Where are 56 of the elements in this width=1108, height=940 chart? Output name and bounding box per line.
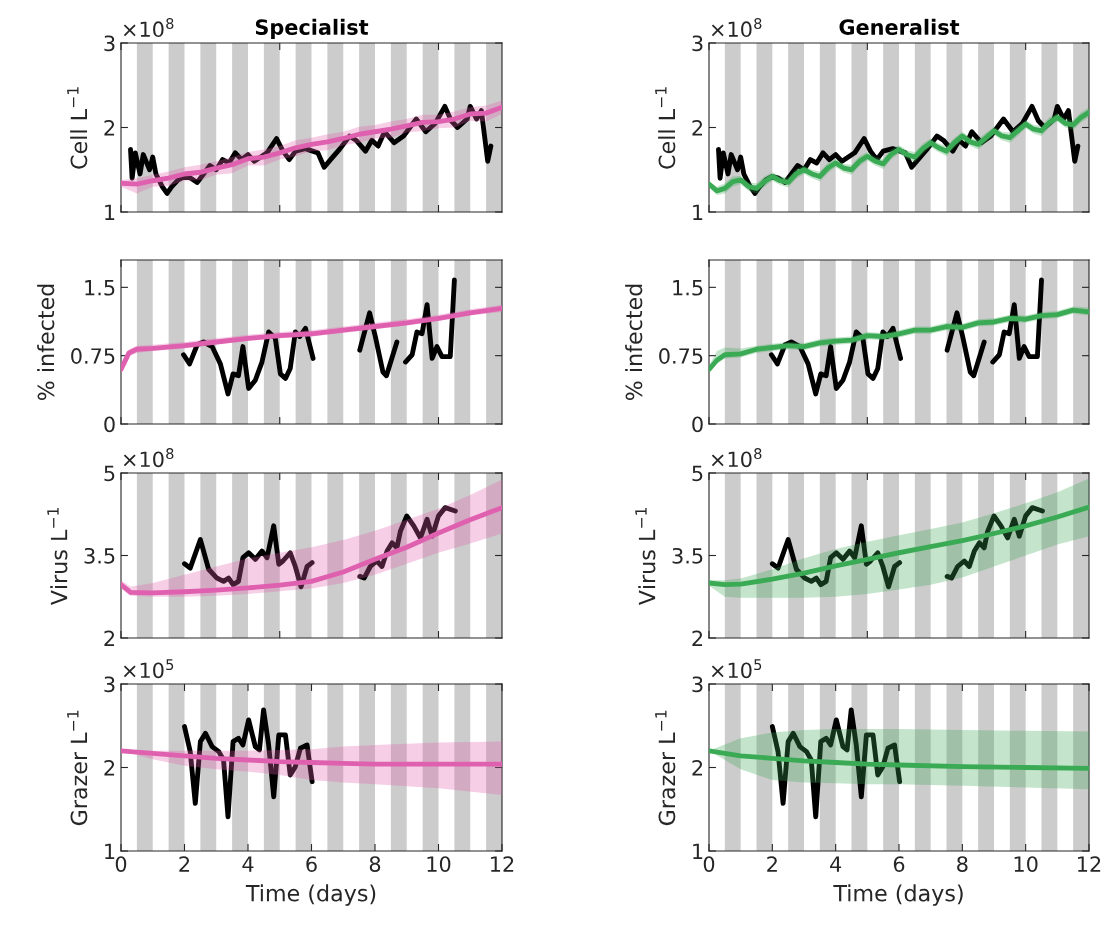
text: ×10$^{5}$ (711, 659, 762, 679)
text: ×10$^{8}$ (123, 448, 174, 468)
y-tick-label: 1 (105, 204, 115, 220)
text: ×10$^{8}$ (711, 18, 762, 38)
chart-title: Generalist (839, 18, 960, 35)
y-axis-title: Grazer L$^{−1}$ (67, 710, 88, 826)
text: ×10$^{8}$ (711, 448, 762, 468)
x-tick-label: 2 (767, 856, 777, 872)
y-tick-label: 1 (693, 204, 703, 220)
y-tick-label: 1 (693, 843, 703, 859)
y-tick-label: 2 (104, 119, 115, 136)
y-tick-label: 0 (104, 416, 115, 433)
y-axis-title: Virus L$^{−1}$ (635, 507, 656, 606)
y-tick-label: 1 (105, 843, 115, 859)
y-tick-label: 3.5 (672, 547, 703, 564)
y-tick-label: 0.75 (71, 348, 115, 364)
y-tick-label: 3.5 (84, 547, 115, 564)
y-tick-label: 2 (692, 119, 703, 136)
x-tick-label: 4 (830, 856, 842, 872)
y-tick-label: 2 (692, 759, 703, 776)
x-axis-title: Time (days) (245, 884, 376, 906)
y-tick-label: 3 (692, 35, 703, 52)
x-tick-label: 10 (1014, 856, 1038, 872)
y-tick-label: 0.75 (659, 348, 703, 364)
x-tick-label: 2 (179, 856, 190, 872)
y-tick-label: 5 (692, 465, 703, 482)
x-tick-label: 8 (957, 856, 968, 872)
text: ×10$^{8}$ (123, 18, 174, 38)
y-tick-label: 2 (104, 759, 115, 776)
y-axis-title: Virus L$^{−1}$ (47, 507, 68, 606)
y-tick-label: 2 (692, 630, 703, 646)
y-tick-label: 2 (104, 630, 115, 646)
y-tick-label: 1.5 (673, 280, 703, 296)
y-axis-title: Grazer L$^{−1}$ (655, 710, 676, 826)
x-tick-label: 4 (242, 856, 254, 872)
x-tick-label: 0 (703, 856, 715, 872)
x-tick-label: 12 (1078, 856, 1101, 872)
x-tick-label: 12 (491, 856, 514, 872)
y-axis-title: % infected (37, 284, 55, 401)
y-tick-label: 5 (104, 465, 115, 482)
y-axis-title: % infected (625, 284, 643, 401)
y-axis-title: Cell L$^{−1}$ (67, 87, 88, 169)
y-tick-label: 3 (692, 676, 703, 693)
x-tick-label: 10 (427, 856, 451, 872)
chart-title: Specialist (255, 18, 369, 39)
x-tick-label: 0 (115, 856, 127, 872)
x-tick-label: 6 (893, 856, 905, 872)
text: ×10$^{5}$ (123, 659, 174, 679)
x-axis-title: Time (days) (833, 884, 963, 906)
x-tick-label: 6 (306, 856, 317, 872)
y-tick-label: 1.5 (85, 280, 115, 296)
y-tick-label: 3 (104, 35, 115, 52)
x-tick-label: 8 (369, 856, 381, 872)
y-axis-title: Cell L$^{−1}$ (655, 87, 676, 169)
y-tick-label: 3 (104, 676, 115, 693)
y-tick-label: 0 (692, 416, 703, 433)
